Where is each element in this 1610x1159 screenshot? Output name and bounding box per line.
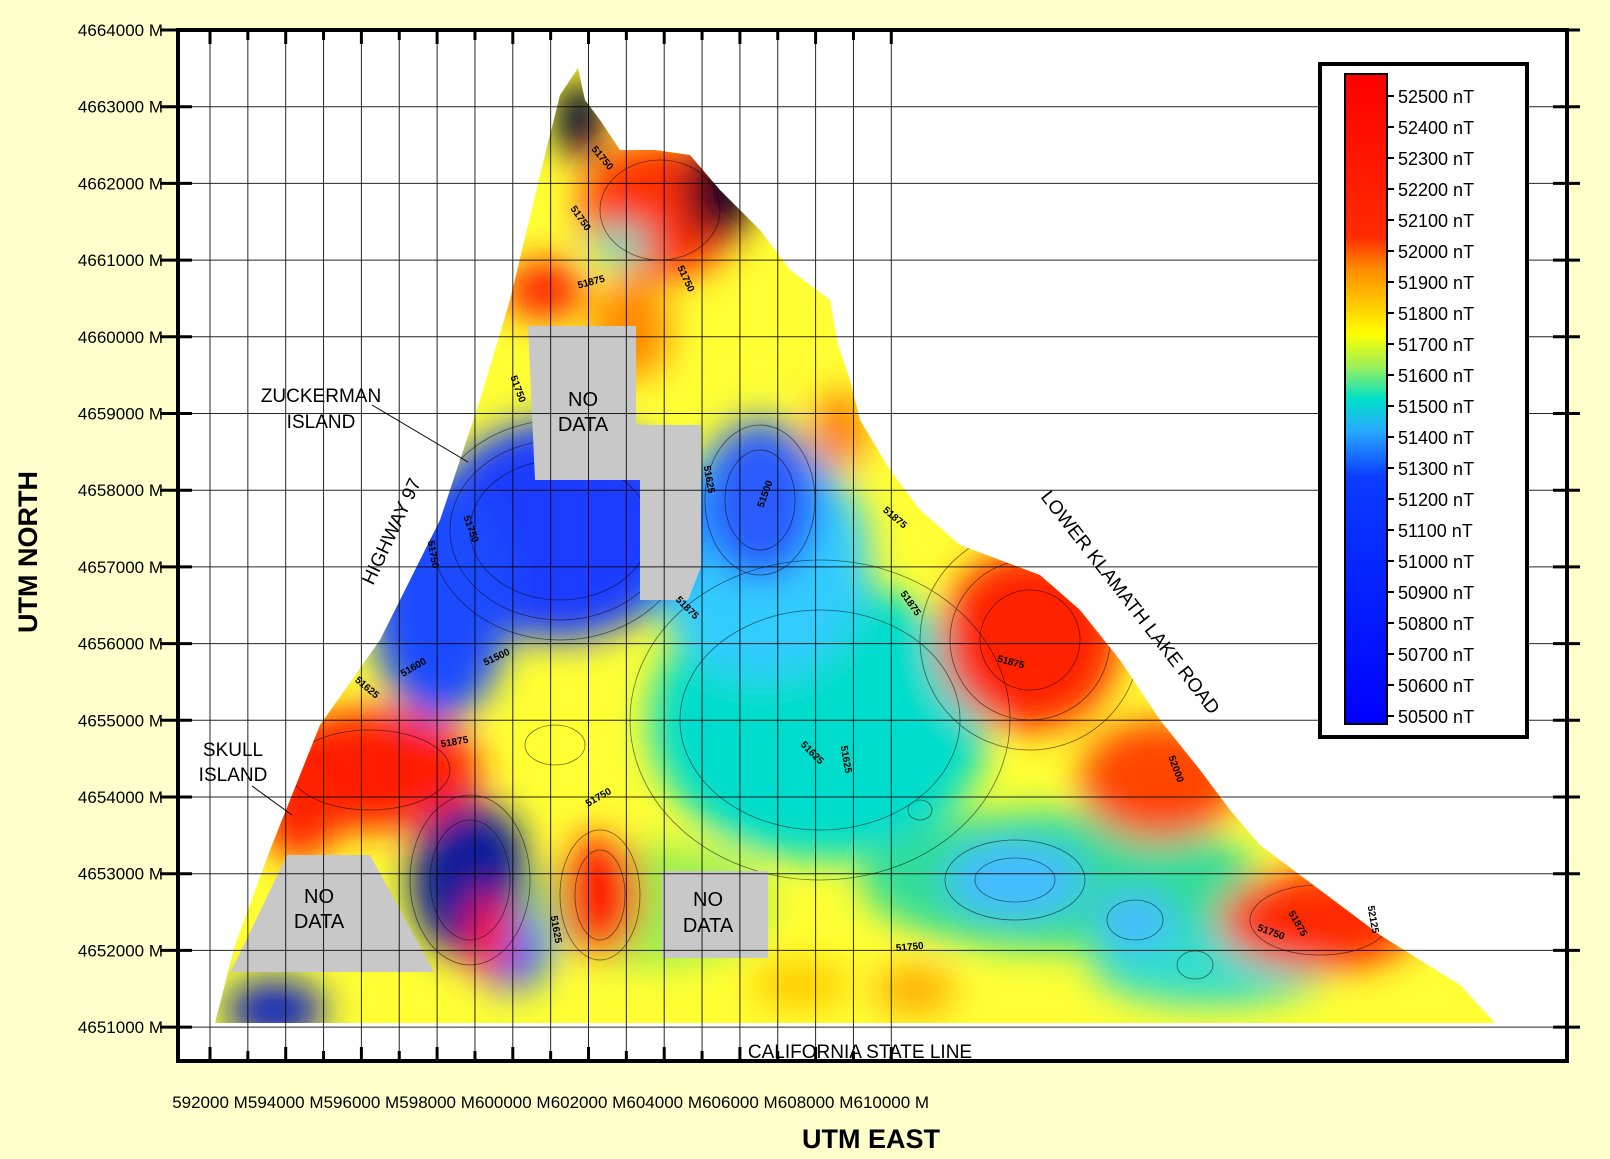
no-data-label-north-2: DATA [558, 414, 609, 436]
no-data-southcentral [662, 871, 768, 958]
legend-label: 51000 nT [1398, 552, 1474, 572]
x-tick-label: 594000 M [248, 1093, 324, 1112]
y-tick-label: 4657000 M [78, 558, 163, 577]
y-tick-label: 4663000 M [78, 98, 163, 117]
legend-label: 52400 nT [1398, 118, 1474, 138]
x-tick-label: 604000 M [626, 1093, 702, 1112]
legend-label: 52200 nT [1398, 180, 1474, 200]
y-tick-label: 4661000 M [78, 251, 163, 270]
no-data-label-southcentral-1: NO [693, 889, 723, 911]
legend-label: 51300 nT [1398, 459, 1474, 479]
x-axis-ticks: 592000 M 594000 M 596000 M 598000 M 600000 M… [172, 30, 929, 1112]
legend-colorbar [1344, 73, 1388, 725]
y-tick-label: 4652000 M [78, 941, 163, 960]
x-tick-label: 610000 M [853, 1093, 929, 1112]
x-axis-title: UTM EAST [802, 1124, 941, 1154]
y-tick-label: 4651000 M [78, 1018, 163, 1037]
y-tick-label: 4664000 M [78, 21, 163, 40]
legend-label: 51500 nT [1398, 397, 1474, 417]
skull-leader [251, 785, 293, 816]
legend-label: 50800 nT [1398, 614, 1474, 634]
no-data-label-southwest-1: NO [304, 886, 334, 908]
x-tick-label: 598000 M [399, 1093, 475, 1112]
y-tick-label: 4655000 M [78, 711, 163, 730]
contour-value-label: 51750 [895, 941, 924, 954]
legend-label: 50900 nT [1398, 583, 1474, 603]
legend-label: 51900 nT [1398, 273, 1474, 293]
legend-label: 52500 nT [1398, 87, 1474, 107]
y-axis-ticks: 4664000 M 4663000 M 4662000 M 4661000 M 4660… [78, 21, 1580, 1037]
legend-label: 50700 nT [1398, 645, 1474, 665]
legend-label: 52000 nT [1398, 242, 1474, 262]
no-data-label-north-1: NO [568, 389, 598, 411]
legend-label: 52100 nT [1398, 211, 1474, 231]
contour-value-label: 51750 [425, 540, 441, 570]
zuckerman-label-1: ZUCKERMAN [261, 386, 381, 407]
zuckerman-leader [371, 404, 469, 463]
legend-label: 51400 nT [1398, 428, 1474, 448]
y-tick-label: 4653000 M [78, 865, 163, 884]
y-tick-label: 4662000 M [78, 174, 163, 193]
no-data-areas [231, 326, 768, 972]
legend-label: 51800 nT [1398, 304, 1474, 324]
skull-label-2: ISLAND [199, 765, 268, 786]
y-tick-label: 4658000 M [78, 481, 163, 500]
zuckerman-label-2: ISLAND [287, 412, 356, 433]
y-axis-title: UTM NORTH [13, 471, 43, 633]
contour-value-label: 52125 [1365, 905, 1381, 935]
x-tick-label: 600000 M [475, 1093, 551, 1112]
y-tick-label: 4654000 M [78, 788, 163, 807]
no-data-label-southwest-2: DATA [294, 911, 345, 933]
color-legend: 52500 nT 52400 nT 52300 nT 52200 nT 52100 nT… [1318, 62, 1529, 739]
no-data-label-southcentral-2: DATA [683, 915, 734, 937]
legend-label: 51600 nT [1398, 366, 1474, 386]
legend-label: 51100 nT [1398, 521, 1473, 541]
contour-value-label: 51875 [440, 735, 470, 751]
legend-label: 50600 nT [1398, 676, 1474, 696]
legend-label: 52300 nT [1398, 149, 1474, 169]
y-tick-label: 4659000 M [78, 405, 163, 424]
state-line-label: CALIFORNIA STATE LINE [748, 1042, 972, 1063]
plot-frame [176, 28, 1569, 1063]
x-tick-label: 606000 M [702, 1093, 778, 1112]
contour-value-label: 51625 [838, 745, 854, 775]
legend-labels: 52500 nT 52400 nT 52300 nT 52200 nT 52100 nT… [1387, 87, 1474, 727]
legend-label: 50500 nT [1398, 707, 1474, 727]
x-tick-label: 608000 M [778, 1093, 854, 1112]
legend-label: 51700 nT [1398, 335, 1474, 355]
contour-value-label: 51625 [548, 915, 564, 945]
x-tick-label: 602000 M [551, 1093, 627, 1112]
skull-label-1: SKULL [203, 740, 263, 761]
legend-label: 51200 nT [1398, 490, 1474, 510]
contour-value-label: 51625 [701, 465, 717, 495]
no-data-southwest [231, 855, 434, 972]
y-tick-label: 4660000 M [78, 328, 163, 347]
y-tick-label: 4656000 M [78, 635, 163, 654]
x-tick-label: 596000 M [324, 1093, 400, 1112]
x-tick-label: 592000 M [172, 1093, 248, 1112]
no-data-north [528, 326, 701, 600]
